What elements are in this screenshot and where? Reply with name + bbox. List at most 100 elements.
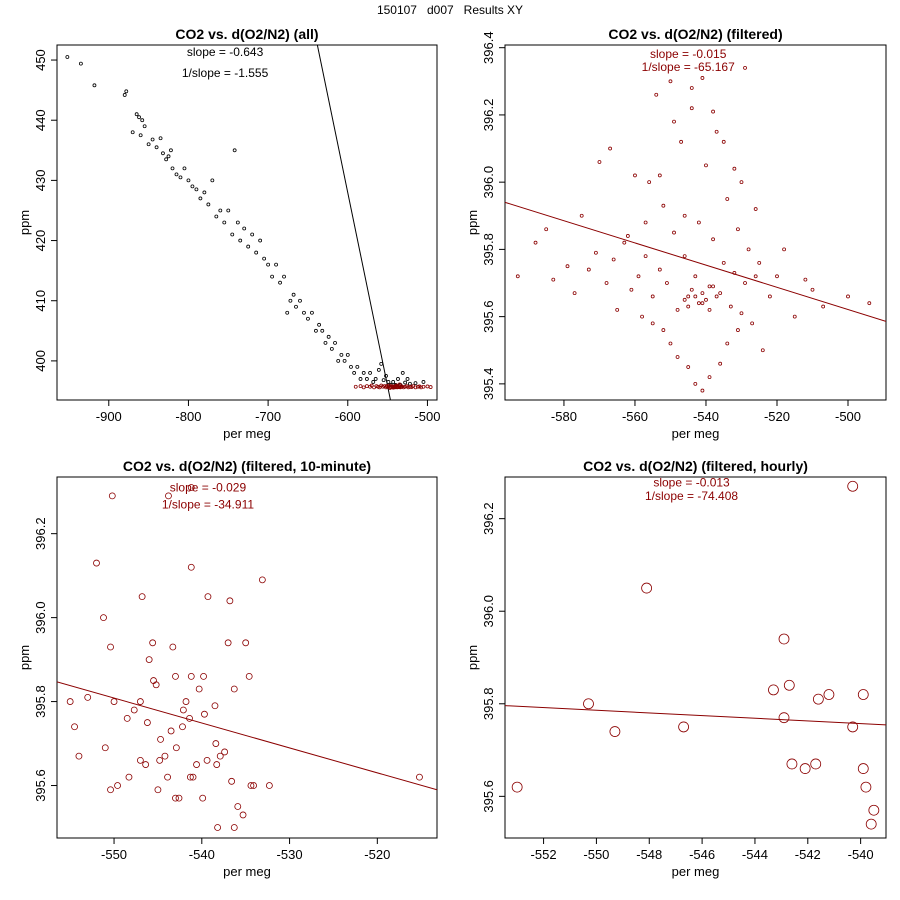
data-point <box>265 782 273 789</box>
data-point <box>282 274 286 279</box>
data-point <box>743 281 747 285</box>
x-tick-label: -600 <box>335 409 361 424</box>
data-point <box>650 294 655 299</box>
data-point <box>66 698 74 705</box>
data-point <box>158 136 163 141</box>
x-tick-label: -800 <box>175 409 201 424</box>
data-point <box>403 380 408 385</box>
y-tick-label: 395.8 <box>481 233 496 266</box>
data-point <box>857 689 869 700</box>
data-point <box>739 180 744 185</box>
data-point <box>75 752 83 760</box>
data-point <box>721 260 726 265</box>
data-point <box>700 301 705 306</box>
data-point <box>625 234 630 238</box>
data-point <box>317 322 321 327</box>
x-axis-label: per meg <box>672 864 720 879</box>
data-point <box>689 86 694 90</box>
data-point <box>728 304 733 309</box>
data-point <box>230 232 235 237</box>
data-point <box>381 378 386 383</box>
y-tick-label: 410 <box>33 290 48 312</box>
data-point <box>310 310 314 315</box>
plot-frame <box>504 44 887 401</box>
data-point <box>156 756 164 764</box>
y-tick-label: 396.0 <box>481 166 496 199</box>
data-point <box>725 197 730 201</box>
y-tick-label: 395.8 <box>481 688 496 721</box>
data-point <box>143 719 151 726</box>
x-tick-label: -550 <box>101 847 127 862</box>
data-point <box>285 310 290 315</box>
data-point <box>130 130 135 135</box>
x-axis-label: per meg <box>223 426 271 441</box>
x-tick-label: -700 <box>255 409 281 424</box>
data-point <box>212 740 220 747</box>
data-point <box>384 374 388 378</box>
data-point <box>867 301 872 306</box>
data-point <box>123 714 131 722</box>
y-tick-label: 396.2 <box>481 99 496 132</box>
data-point <box>178 175 183 180</box>
data-point <box>721 139 726 144</box>
data-point <box>608 146 613 151</box>
data-point <box>650 321 655 326</box>
data-point <box>672 230 676 235</box>
data-point <box>707 308 712 312</box>
x-tick-label: -500 <box>414 409 440 424</box>
data-point <box>847 721 859 733</box>
data-point <box>386 380 391 384</box>
data-point <box>792 314 797 319</box>
data-point <box>125 773 133 781</box>
data-point <box>169 643 177 651</box>
data-point <box>611 257 616 262</box>
y-tick-label: 395.6 <box>33 769 48 802</box>
data-point <box>266 262 271 267</box>
data-point <box>345 352 350 357</box>
data-point <box>629 287 634 292</box>
x-tick-label: -540 <box>848 847 874 862</box>
data-point <box>201 710 208 718</box>
chart-title: CO2 vs. d(O2/N2) (filtered) <box>608 26 782 42</box>
x-tick-label: -580 <box>551 409 577 424</box>
data-point <box>641 582 653 594</box>
data-point <box>230 824 238 831</box>
data-point <box>165 492 172 500</box>
data-point <box>200 672 207 680</box>
regression-line <box>57 681 437 791</box>
data-point <box>661 203 666 208</box>
chart-panel-3: CO2 vs. d(O2/N2) (filtered, 10-minute) -5… <box>17 458 438 879</box>
page-title: 150107 d007 Results XY <box>376 3 524 17</box>
data-point <box>693 381 698 386</box>
data-point <box>757 260 762 265</box>
data-point <box>707 284 712 289</box>
x-tick-label: -500 <box>835 409 861 424</box>
data-point <box>224 639 232 647</box>
y-tick-label: 396.2 <box>481 502 496 535</box>
data-point <box>725 341 730 346</box>
data-point <box>810 287 815 292</box>
y-tick-label: 400 <box>33 350 48 372</box>
data-point <box>783 679 795 691</box>
data-point <box>246 244 251 249</box>
data-point <box>847 480 859 492</box>
data-point <box>298 298 302 303</box>
data-point <box>604 281 609 285</box>
plot-frame <box>56 44 438 401</box>
data-point <box>753 207 758 211</box>
data-point <box>167 727 175 735</box>
data-point <box>643 220 648 225</box>
data-point <box>633 173 637 178</box>
data-point <box>245 672 253 680</box>
data-point <box>213 761 221 768</box>
data-point <box>146 142 151 147</box>
data-point <box>226 208 231 213</box>
data-point <box>857 763 869 774</box>
y-tick-label: 396.0 <box>481 595 496 628</box>
data-point <box>172 794 179 802</box>
y-tick-label: 395.8 <box>33 685 48 718</box>
data-point <box>124 89 129 94</box>
data-point <box>823 689 835 700</box>
chart-title: CO2 vs. d(O2/N2) (all) <box>175 26 318 42</box>
data-point <box>682 254 687 259</box>
